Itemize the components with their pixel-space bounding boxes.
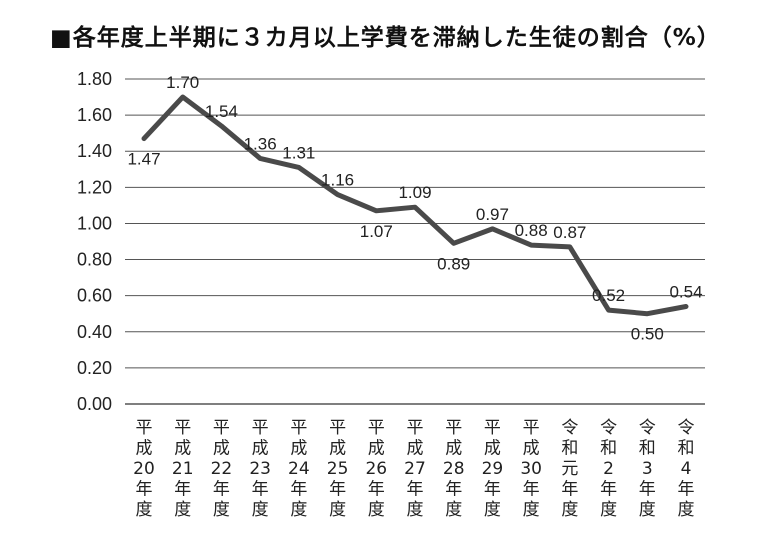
series-line	[141, 94, 689, 317]
x-tick-label: 令和 2 年度	[600, 418, 617, 520]
data-label: 1.07	[360, 222, 393, 241]
series-line-path	[141, 94, 689, 317]
x-tick-label: 平成 30 年度	[520, 418, 542, 520]
y-axis-ticks: 0.00 0.20 0.40 0.60 0.80 1.00 1.20 1.40 1.60 1.80	[77, 69, 112, 414]
y-tick-label: 0.40	[77, 322, 112, 342]
data-label: 1.31	[282, 143, 315, 162]
y-tick-label: 1.40	[77, 141, 112, 161]
x-tick-label: 平成 21 年度	[172, 418, 194, 520]
x-tick-label: 令和元年度	[561, 418, 578, 520]
x-tick-label: 平成 20 年度	[133, 418, 155, 520]
data-label: 0.50	[631, 325, 664, 344]
y-tick-label: 1.20	[77, 177, 112, 197]
data-label: 0.97	[476, 205, 509, 224]
y-tick-label: 0.80	[77, 250, 112, 270]
y-tick-label: 0.60	[77, 286, 112, 306]
data-label: 0.87	[553, 223, 586, 242]
x-tick-label: 平成 29 年度	[482, 418, 504, 520]
x-tick-label: 平成 23 年度	[249, 418, 271, 520]
y-tick-label: 1.80	[77, 69, 112, 89]
data-label: 0.89	[437, 254, 470, 273]
y-tick-label: 0.00	[77, 394, 112, 414]
y-tick-label: 0.20	[77, 358, 112, 378]
data-label: 0.52	[592, 286, 625, 305]
data-label: 1.54	[205, 102, 238, 121]
x-tick-label: 平成 25 年度	[327, 418, 349, 520]
x-tick-label: 令和 4 年度	[678, 418, 695, 520]
data-label: 1.16	[321, 171, 354, 190]
data-label: 1.47	[127, 150, 160, 169]
x-tick-label: 令和 3 年度	[639, 418, 656, 520]
data-label: 0.88	[515, 221, 548, 240]
x-tick-label: 平成 26 年度	[365, 418, 387, 520]
data-labels: 1.47 1.70 1.54 1.36 1.31 1.16 1.07 1.09 0.89 0.97…	[127, 73, 702, 344]
grid-lines	[125, 78, 705, 405]
data-label: 1.09	[398, 183, 431, 202]
x-tick-label: 平成 28 年度	[443, 418, 465, 520]
chart-title: ■各年度上半期に３カ月以上学費を滞納した生徒の割合（%）	[50, 25, 721, 51]
data-label: 0.54	[669, 283, 702, 302]
data-label: 1.36	[244, 134, 277, 153]
data-label: 1.70	[166, 73, 199, 92]
y-tick-label: 1.00	[77, 213, 112, 233]
x-tick-label: 平成 22 年度	[211, 418, 233, 520]
y-tick-label: 1.60	[77, 105, 112, 125]
x-tick-label: 平成 24 年度	[288, 418, 310, 520]
x-tick-label: 平成 27 年度	[404, 418, 426, 520]
